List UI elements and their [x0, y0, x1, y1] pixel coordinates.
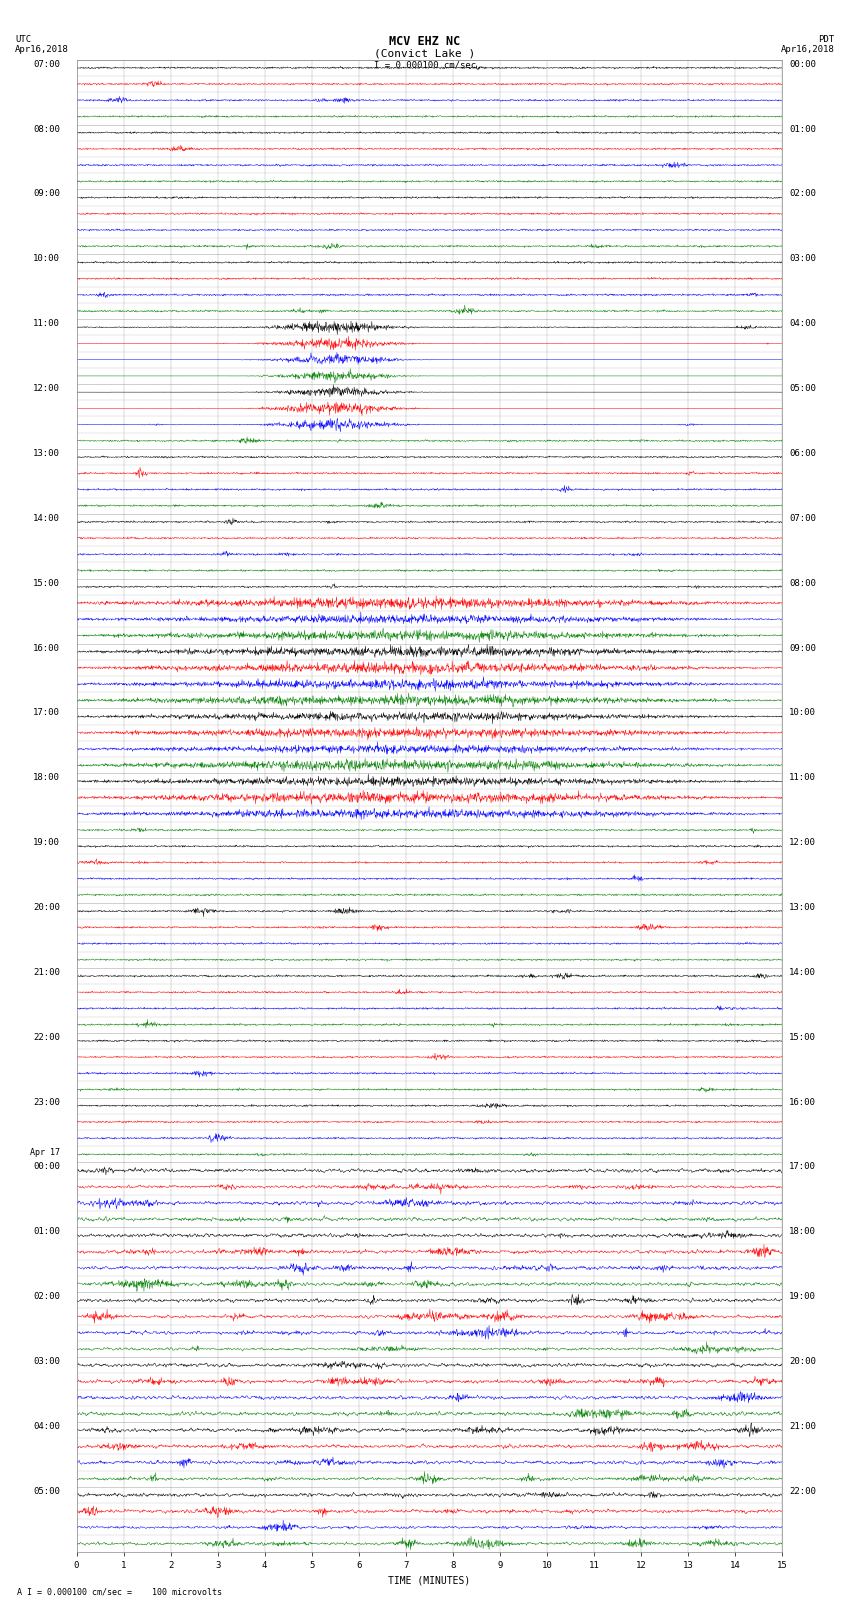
Text: 02:00: 02:00 [789, 189, 816, 198]
Text: MCV EHZ NC: MCV EHZ NC [389, 35, 461, 48]
Text: A I = 0.000100 cm/sec =    100 microvolts: A I = 0.000100 cm/sec = 100 microvolts [17, 1587, 222, 1597]
Text: 08:00: 08:00 [33, 124, 60, 134]
Text: 18:00: 18:00 [33, 773, 60, 782]
Text: 12:00: 12:00 [33, 384, 60, 394]
Text: 13:00: 13:00 [33, 448, 60, 458]
Text: 07:00: 07:00 [789, 515, 816, 523]
Text: 11:00: 11:00 [789, 773, 816, 782]
Text: 13:00: 13:00 [789, 903, 816, 911]
Text: UTC: UTC [15, 35, 31, 44]
Text: 21:00: 21:00 [789, 1423, 816, 1431]
Text: (Convict Lake ): (Convict Lake ) [374, 48, 476, 58]
Text: I = 0.000100 cm/sec: I = 0.000100 cm/sec [374, 60, 476, 69]
Text: 04:00: 04:00 [789, 319, 816, 327]
Text: 03:00: 03:00 [789, 255, 816, 263]
Text: 17:00: 17:00 [33, 708, 60, 718]
Text: Apr16,2018: Apr16,2018 [781, 45, 835, 55]
Text: 05:00: 05:00 [789, 384, 816, 394]
Text: 20:00: 20:00 [789, 1357, 816, 1366]
Text: 04:00: 04:00 [33, 1423, 60, 1431]
Text: 15:00: 15:00 [789, 1032, 816, 1042]
Text: 08:00: 08:00 [789, 579, 816, 587]
Text: 22:00: 22:00 [789, 1487, 816, 1495]
Text: 00:00: 00:00 [789, 60, 816, 69]
Text: 03:00: 03:00 [33, 1357, 60, 1366]
Text: 23:00: 23:00 [33, 1097, 60, 1107]
Text: 10:00: 10:00 [789, 708, 816, 718]
Text: 05:00: 05:00 [33, 1487, 60, 1495]
Text: 07:00: 07:00 [33, 60, 60, 69]
Text: 22:00: 22:00 [33, 1032, 60, 1042]
Text: 02:00: 02:00 [33, 1292, 60, 1302]
Text: 00:00: 00:00 [33, 1163, 60, 1171]
Text: 19:00: 19:00 [789, 1292, 816, 1302]
Text: 09:00: 09:00 [789, 644, 816, 653]
X-axis label: TIME (MINUTES): TIME (MINUTES) [388, 1576, 470, 1586]
Text: 01:00: 01:00 [33, 1227, 60, 1236]
Text: 11:00: 11:00 [33, 319, 60, 327]
Text: 01:00: 01:00 [789, 124, 816, 134]
Text: 10:00: 10:00 [33, 255, 60, 263]
Text: 16:00: 16:00 [789, 1097, 816, 1107]
Text: PDT: PDT [819, 35, 835, 44]
Text: Apr16,2018: Apr16,2018 [15, 45, 69, 55]
Text: 14:00: 14:00 [789, 968, 816, 977]
Text: 12:00: 12:00 [789, 839, 816, 847]
Text: 20:00: 20:00 [33, 903, 60, 911]
Text: 21:00: 21:00 [33, 968, 60, 977]
Text: 16:00: 16:00 [33, 644, 60, 653]
Text: Apr 17: Apr 17 [30, 1148, 60, 1157]
Text: 17:00: 17:00 [789, 1163, 816, 1171]
Text: 09:00: 09:00 [33, 189, 60, 198]
Text: 15:00: 15:00 [33, 579, 60, 587]
Text: 06:00: 06:00 [789, 448, 816, 458]
Text: 18:00: 18:00 [789, 1227, 816, 1236]
Text: 19:00: 19:00 [33, 839, 60, 847]
Text: 14:00: 14:00 [33, 515, 60, 523]
